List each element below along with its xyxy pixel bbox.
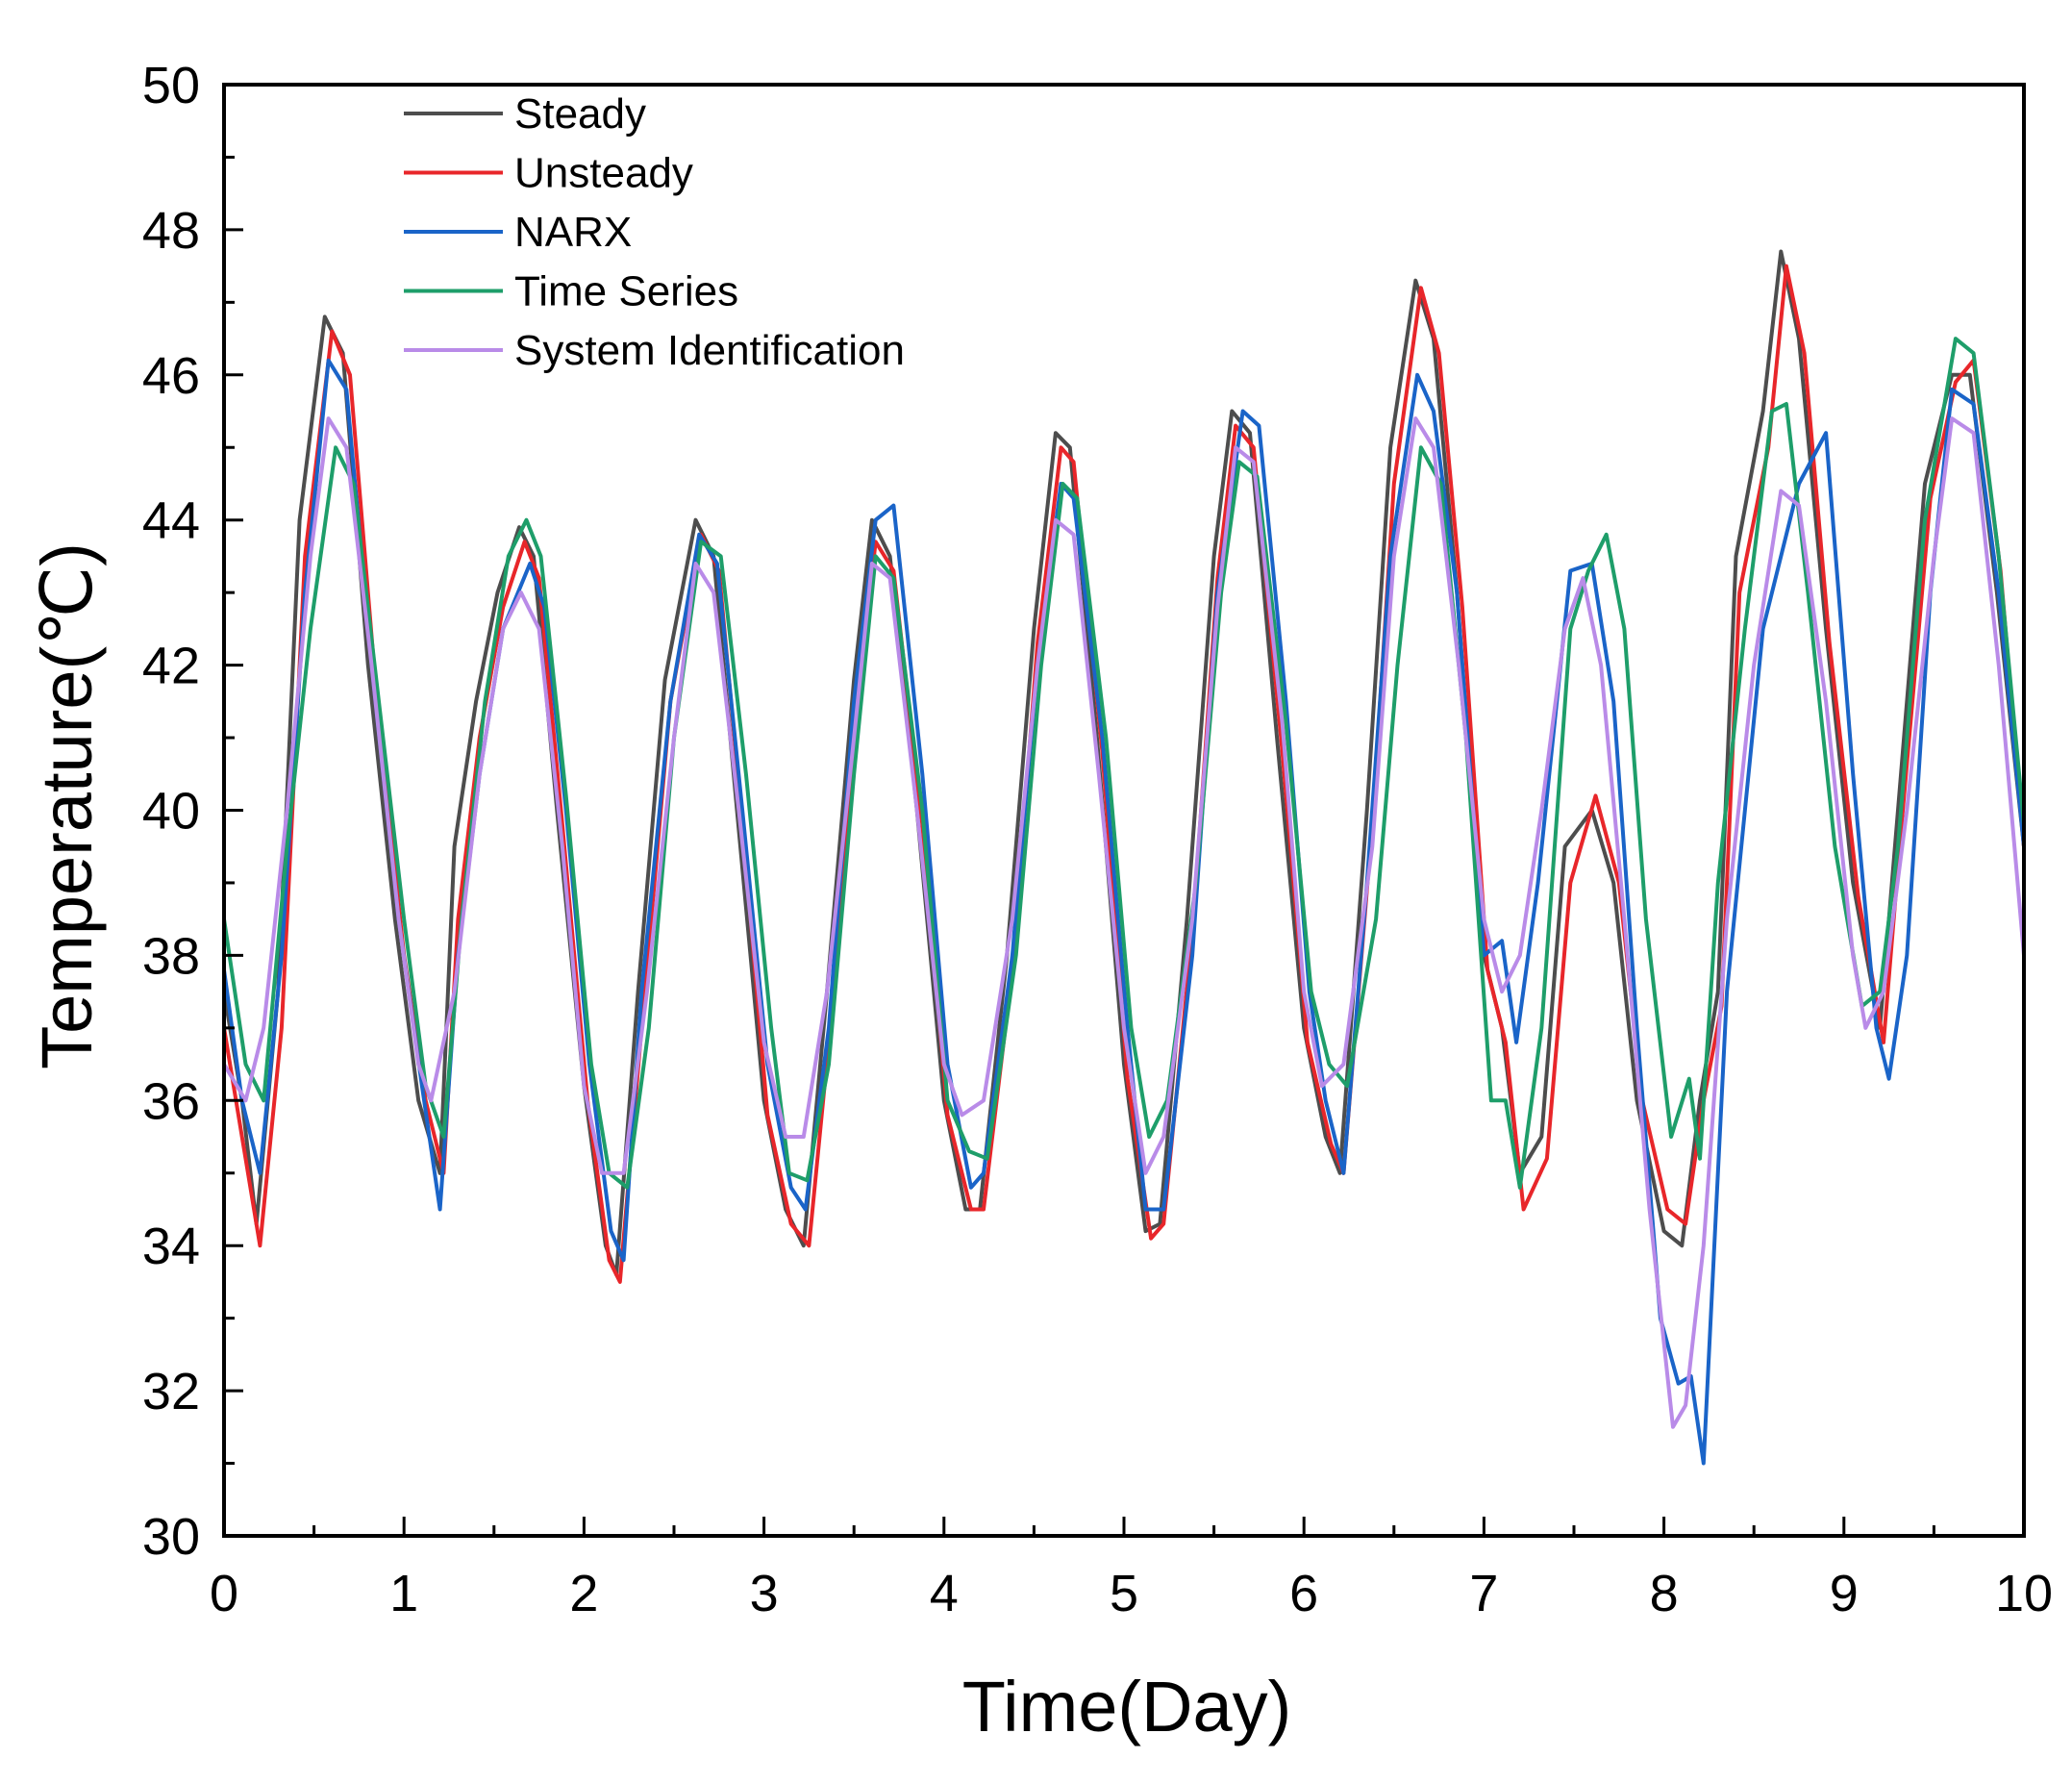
y-tick-label: 50 [142,57,200,114]
x-tick-label: 5 [1110,1565,1138,1622]
y-tick-label: 30 [142,1508,200,1566]
legend-label-time-series: Time Series [514,268,738,315]
x-tick-label: 3 [750,1565,779,1622]
y-tick-label: 46 [142,347,200,405]
legend: Steady Unsteady NARX Time Series System Iden… [404,90,905,374]
series-line-steady [222,249,2026,1277]
legend-label-narx: NARX [514,209,632,256]
x-tick-label: 2 [569,1565,598,1622]
x-tick-label: 8 [1650,1565,1679,1622]
x-tick-label: 10 [1995,1565,2053,1622]
series-line-time-series [222,337,2026,1190]
x-tick-label: 6 [1289,1565,1318,1622]
y-tick-label: 36 [142,1072,200,1130]
legend-label-steady: Steady [514,90,646,138]
y-tick-label: 42 [142,638,200,695]
legend-label-system-identification: System Identification [514,327,905,374]
series-layer [222,249,2026,1466]
series-line-system-identification [222,416,2026,1429]
legend-label-unsteady: Unsteady [514,150,693,197]
y-tick-label: 32 [142,1363,200,1420]
y-tick-label: 40 [142,783,200,841]
x-tick-label: 4 [930,1565,959,1622]
x-tick-label: 0 [210,1565,238,1622]
series-line-narx [222,358,2026,1466]
y-tick-label: 38 [142,927,200,985]
series-line-unsteady [222,264,2026,1284]
x-axis-title: Time(Day) [962,1667,1292,1746]
x-tick-label: 1 [389,1565,418,1622]
x-tick-label: 9 [1830,1565,1859,1622]
y-tick-label: 34 [142,1218,200,1275]
y-tick-label: 48 [142,202,200,260]
x-tick-label: 7 [1469,1565,1498,1622]
y-tick-label: 44 [142,492,200,550]
plot-frame [222,83,2026,1538]
y-axis-title: Temperature(℃) [27,542,107,1069]
